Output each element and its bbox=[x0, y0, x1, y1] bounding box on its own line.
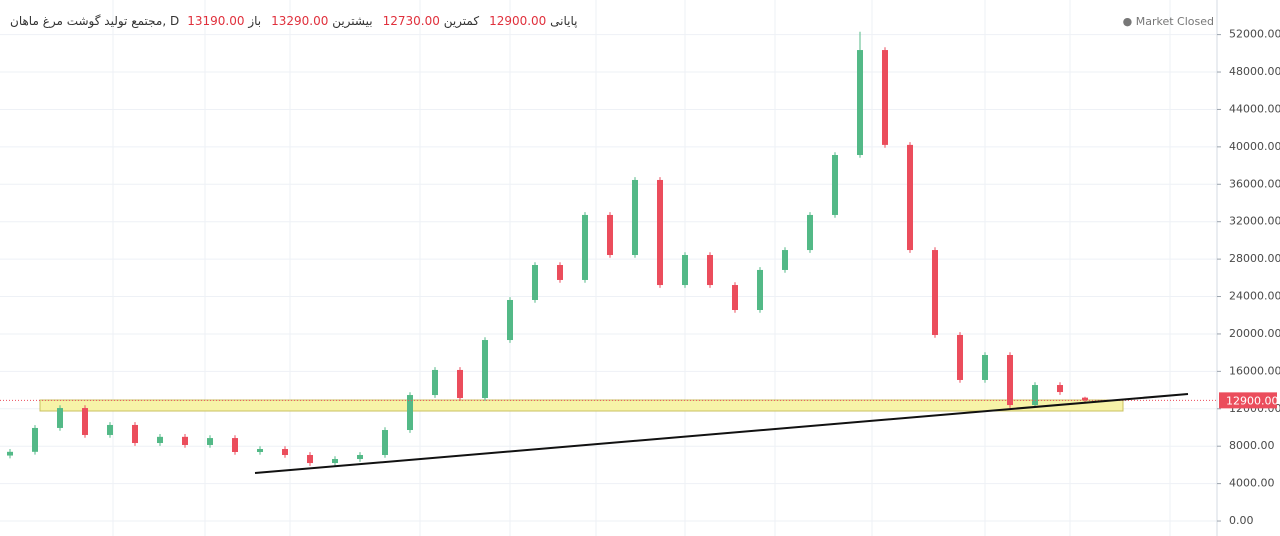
candle-body bbox=[632, 179, 638, 255]
candle-body bbox=[657, 179, 663, 286]
candle-body bbox=[182, 436, 188, 445]
candle-body bbox=[382, 430, 388, 455]
candle-body bbox=[982, 354, 988, 380]
candle-body bbox=[157, 436, 163, 444]
y-tick-label: 36000.00 bbox=[1229, 177, 1280, 190]
y-tick-label: 28000.00 bbox=[1229, 252, 1280, 265]
y-tick-label: 20000.00 bbox=[1229, 327, 1280, 340]
candle-body bbox=[957, 334, 963, 380]
trend-line bbox=[254, 393, 1189, 474]
last-price-box bbox=[1219, 392, 1277, 409]
ohlc-item: 12730.00 کمترین bbox=[383, 14, 479, 28]
candle-body bbox=[932, 250, 938, 335]
candle-body bbox=[432, 369, 438, 396]
candle-body bbox=[57, 408, 63, 428]
ohlc-value: 13190.00 bbox=[187, 14, 245, 28]
candle-body bbox=[307, 454, 313, 464]
candle-body bbox=[682, 254, 688, 286]
candle-body bbox=[557, 265, 563, 280]
y-tick-label: 16000.00 bbox=[1229, 364, 1280, 377]
candle-body bbox=[1082, 397, 1088, 401]
candle-body bbox=[807, 214, 813, 251]
candle-body bbox=[857, 50, 863, 156]
candle-body bbox=[282, 449, 288, 455]
y-tick-label: 24000.00 bbox=[1229, 290, 1280, 303]
y-tick-label: 52000.00 bbox=[1229, 28, 1280, 41]
candle-body bbox=[1032, 385, 1038, 406]
y-tick-label: 4000.00 bbox=[1229, 477, 1275, 490]
candle-body bbox=[32, 427, 38, 452]
candle-body bbox=[907, 144, 913, 251]
ohlc-item: 13290.00 بیشترین bbox=[271, 14, 372, 28]
candle-body bbox=[107, 424, 113, 435]
candle-body bbox=[7, 451, 13, 456]
candle-body bbox=[457, 369, 463, 399]
candle-body bbox=[607, 214, 613, 255]
candle-body bbox=[832, 155, 838, 215]
market-status-text: Market Closed bbox=[1135, 15, 1214, 28]
candle-body bbox=[132, 424, 138, 444]
candle-body bbox=[357, 454, 363, 460]
header: مجتمع تولید گوشت مرغ ماهان, D 13190.00 ب… bbox=[10, 14, 578, 28]
y-tick-label: 48000.00 bbox=[1229, 65, 1280, 78]
ohlc-value: 12900.00 bbox=[489, 14, 547, 28]
candle-body bbox=[1007, 354, 1013, 406]
candle-body bbox=[207, 438, 213, 445]
candle-body bbox=[757, 269, 763, 311]
ohlc-name: کمترین bbox=[443, 14, 480, 28]
ohlc-value: 13290.00 bbox=[271, 14, 329, 28]
ohlc-name: بیشترین bbox=[332, 14, 373, 28]
symbol-title: مجتمع تولید گوشت مرغ ماهان, D bbox=[10, 14, 180, 28]
support-zone bbox=[39, 399, 1124, 412]
candle-body bbox=[707, 254, 713, 286]
candle-body bbox=[782, 250, 788, 270]
candle-body bbox=[407, 395, 413, 431]
market-status: ● Market Closed bbox=[1122, 15, 1214, 28]
candle-body bbox=[1057, 385, 1063, 393]
y-tick-label: 44000.00 bbox=[1229, 102, 1280, 115]
candle-body bbox=[882, 50, 888, 145]
candle-body bbox=[482, 340, 488, 399]
y-tick-label: 8000.00 bbox=[1229, 439, 1275, 452]
ohlc-readout: 13190.00 باز 13290.00 بیشترین 12730.00 کمت… bbox=[187, 14, 577, 28]
y-tick-label: 40000.00 bbox=[1229, 140, 1280, 153]
y-tick-label: 32000.00 bbox=[1229, 215, 1280, 228]
ohlc-name: پایانی bbox=[550, 14, 578, 28]
candle-body bbox=[732, 285, 738, 311]
candle-body bbox=[257, 449, 263, 452]
ohlc-value: 12730.00 bbox=[382, 14, 440, 28]
candle-body bbox=[532, 265, 538, 300]
ohlc-item: 12900.00 پایانی bbox=[489, 14, 577, 28]
candle-body bbox=[82, 408, 88, 435]
candle-body bbox=[507, 299, 513, 341]
y-tick-label: 0.00 bbox=[1229, 514, 1254, 527]
ohlc-item: 13190.00 باز bbox=[187, 14, 261, 28]
candle-body bbox=[332, 459, 338, 464]
candle-body bbox=[232, 438, 238, 452]
candle-body bbox=[582, 214, 588, 280]
last-price-label: 12900.00 bbox=[1226, 394, 1279, 407]
ohlc-name: باز bbox=[248, 14, 262, 28]
